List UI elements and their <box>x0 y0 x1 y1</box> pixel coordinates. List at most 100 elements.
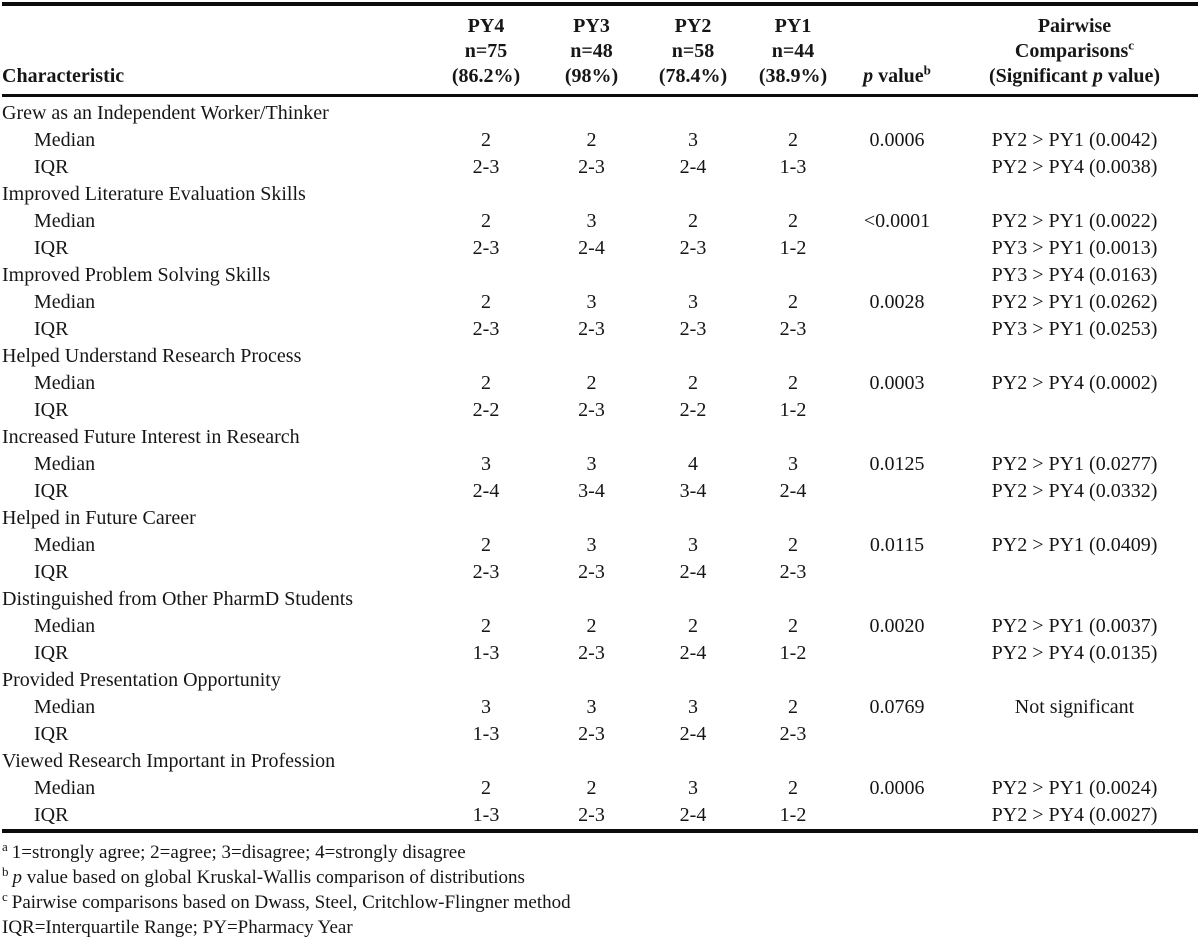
cell-py3: 2-4 <box>578 237 605 259</box>
cell-py2: 2-3 <box>679 237 707 259</box>
cell-py3 <box>540 748 643 775</box>
col-header-py3: PY3 n=48 (98%) <box>540 4 643 97</box>
table-row: IQR 1-3 2-3 2-4 1-2 PY2 > PY4 (0.0027) <box>2 802 1198 831</box>
cell-py3: 2-3 <box>578 156 605 178</box>
cell-pairwise: PY3 > PY1 (0.0013) <box>991 237 1158 259</box>
cell-py3 <box>540 181 643 208</box>
cell-py2 <box>643 667 743 694</box>
cell-p-value: 0.0769 <box>869 696 925 718</box>
cell-py2: 2-4 <box>679 723 707 745</box>
cell-pairwise: PY2 > PY1 (0.0024) <box>991 777 1158 799</box>
cell-py3 <box>540 424 643 451</box>
footnote-text: Pairwise comparisons based on Dwass, Ste… <box>11 892 571 913</box>
table-row: IQR 2-3 2-3 2-4 2-3 <box>2 559 1198 586</box>
cell-py4: 2 <box>481 291 491 313</box>
cell-p-value <box>843 559 951 586</box>
pairwise-header-line1: Pairwise <box>1037 15 1112 37</box>
cell-py3: 2 <box>586 777 597 799</box>
cell-p-value <box>843 748 951 775</box>
cell-py4 <box>432 262 540 289</box>
row-label: Median <box>34 777 96 799</box>
cell-py3: 2-3 <box>578 561 605 583</box>
cell-py2 <box>643 262 743 289</box>
col-header-line: (78.4%) <box>658 65 728 87</box>
table-body: Grew as an Independent Worker/Thinker Med… <box>2 96 1198 832</box>
pairwise-sig-post: value) <box>1102 65 1161 87</box>
col-header-characteristic: Characteristic <box>2 4 432 97</box>
row-label: Increased Future Interest in Research <box>2 426 300 448</box>
cell-pairwise: PY2 > PY1 (0.0277) <box>991 453 1158 475</box>
cell-py3: 3 <box>586 210 597 232</box>
table-row: IQR 2-3 2-3 2-4 1-3 PY2 > PY4 (0.0038) <box>2 154 1198 181</box>
cell-py3 <box>540 667 643 694</box>
cell-p-value: 0.0028 <box>869 291 925 313</box>
col-header-line: PY1 <box>774 15 812 37</box>
footnote: c Pairwise comparisons based on Dwass, St… <box>2 890 1198 915</box>
cell-py4: 2 <box>481 777 491 799</box>
cell-py2 <box>643 505 743 532</box>
cell-py1 <box>743 343 843 370</box>
row-label: Median <box>34 615 96 637</box>
cell-py1 <box>743 96 843 128</box>
cell-py2: 2-3 <box>679 318 707 340</box>
cell-pairwise: PY2 > PY4 (0.0027) <box>991 804 1158 826</box>
cell-pairwise <box>951 559 1198 586</box>
cell-py4: 2-3 <box>472 237 500 259</box>
cell-py4: 2 <box>481 210 491 232</box>
cell-p-value: 0.0003 <box>869 372 925 394</box>
row-label: IQR <box>34 561 69 583</box>
footnote-text: IQR=Interquartile Range; PY=Pharmacy Yea… <box>2 917 353 938</box>
table-row: Median 3 3 3 2 0.0769 Not significant <box>2 694 1198 721</box>
col-header-line: PY3 <box>573 15 610 37</box>
cell-p-value <box>843 667 951 694</box>
cell-py4 <box>432 96 540 128</box>
col-header-py2: PY2 n=58 (78.4%) <box>643 4 743 97</box>
footnotes: a 1=strongly agree; 2=agree; 3=disagree; … <box>2 833 1198 940</box>
cell-py4: 2 <box>481 534 491 556</box>
footnote: IQR=Interquartile Range; PY=Pharmacy Yea… <box>2 915 1198 940</box>
table-row-group: Distinguished from Other PharmD Students <box>2 586 1198 613</box>
cell-py1: 1-2 <box>779 804 807 826</box>
table-row-group: Increased Future Interest in Research <box>2 424 1198 451</box>
table-row-group: Provided Presentation Opportunity <box>2 667 1198 694</box>
cell-py2 <box>643 96 743 128</box>
cell-py1 <box>743 424 843 451</box>
cell-py4: 2 <box>481 615 491 637</box>
cell-pairwise: PY2 > PY1 (0.0042) <box>991 129 1158 151</box>
table-row: Median 2 2 2 2 0.0020 PY2 > PY1 (0.0037) <box>2 613 1198 640</box>
cell-py1: 2 <box>788 696 798 718</box>
cell-py4 <box>432 667 540 694</box>
cell-p-value <box>843 154 951 181</box>
cell-py1 <box>743 748 843 775</box>
cell-py4: 1-3 <box>472 723 500 745</box>
cell-py2: 3-4 <box>679 480 707 502</box>
cell-p-value: <0.0001 <box>863 210 931 232</box>
header-row: Characteristic PY4 n=75 (86.2%) PY3 n=48… <box>2 4 1198 97</box>
cell-py1: 2-4 <box>779 480 807 502</box>
table-row: Median 2 2 3 2 0.0006 PY2 > PY1 (0.0042) <box>2 127 1198 154</box>
cell-pairwise: PY2 > PY4 (0.0135) <box>991 642 1158 664</box>
p-value-italic: p <box>863 65 874 87</box>
cell-pairwise: PY3 > PY1 (0.0253) <box>991 318 1158 340</box>
cell-py4: 1-3 <box>472 642 500 664</box>
cell-pairwise: PY3 > PY4 (0.0163) <box>991 264 1158 286</box>
table-row-group: Improved Problem Solving Skills PY3 > PY4… <box>2 262 1198 289</box>
col-header-pairwise: Pairwise Comparisonsc (Significant p val… <box>951 4 1198 97</box>
cell-py4 <box>432 343 540 370</box>
cell-pairwise: PY2 > PY1 (0.0409) <box>991 534 1158 556</box>
row-label: IQR <box>34 642 69 664</box>
cell-p-value <box>843 235 951 262</box>
cell-p-value <box>843 316 951 343</box>
cell-py4 <box>432 748 540 775</box>
table-row-group: Helped in Future Career <box>2 505 1198 532</box>
cell-p-value <box>843 181 951 208</box>
cell-py1: 2 <box>788 777 798 799</box>
row-label: Distinguished from Other PharmD Students <box>2 588 354 610</box>
footnote-text: value based on global Kruskal-Wallis com… <box>22 867 525 888</box>
footnote-text: 1=strongly agree; 2=agree; 3=disagree; 4… <box>11 842 466 863</box>
cell-p-value <box>843 478 951 505</box>
cell-p-value: 0.0115 <box>869 534 925 556</box>
cell-py1: 2 <box>788 372 798 394</box>
cell-py1: 2-3 <box>779 318 807 340</box>
row-label: Improved Problem Solving Skills <box>2 264 271 286</box>
